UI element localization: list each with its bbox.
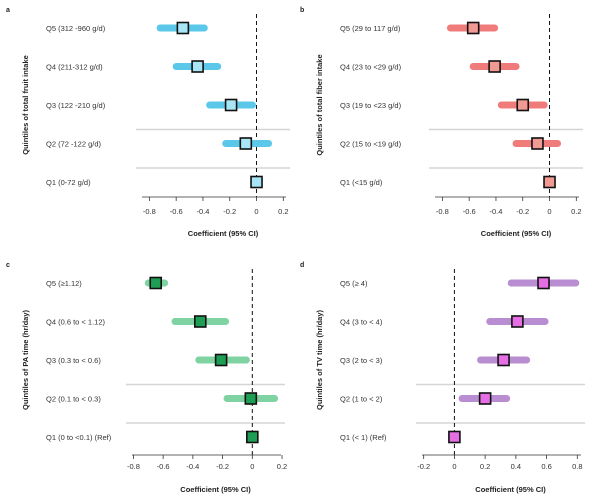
point-estimate-marker — [488, 60, 501, 73]
point-estimate-marker — [448, 430, 461, 444]
point-estimate-marker — [478, 392, 492, 405]
x-tick-label: 0.6 — [541, 462, 551, 471]
x-axis-label: Coefficient (95% CI) — [188, 229, 259, 238]
x-axis-label: Coefficient (95% CI) — [475, 485, 546, 494]
row-label: Q1 (0-72 g/d) — [46, 178, 91, 187]
point-estimate-marker — [149, 276, 163, 290]
x-tick-label: -0.6 — [170, 207, 183, 216]
row-label: Q2 (1 to < 2) — [340, 395, 383, 404]
x-tick-label: -0.2 — [223, 207, 236, 216]
point-estimate-marker — [239, 137, 253, 150]
x-tick-label: -0.8 — [127, 462, 140, 471]
x-tick-label: 0.2 — [480, 462, 490, 471]
point-estimate-marker — [244, 392, 258, 405]
row-label: Q2 (72 -122 g/d) — [46, 140, 102, 149]
x-tick-label: -0.6 — [463, 207, 476, 216]
x-tick-label: -0.8 — [436, 207, 449, 216]
point-estimate-marker — [193, 315, 207, 328]
row-label: Q4 (23 to <29 g/d) — [340, 63, 402, 72]
x-axis-label: Coefficient (95% CI) — [180, 485, 251, 494]
x-tick-label: -0.4 — [196, 207, 209, 216]
row-label: Q3 (0.3 to < 0.6) — [46, 356, 101, 365]
row-label: Q2 (0.1 to < 0.3) — [46, 395, 101, 404]
x-tick-label: 0.2 — [571, 207, 581, 216]
point-estimate-marker — [531, 137, 544, 150]
y-axis-label: Quintiles of PA time (hr/day) — [21, 309, 30, 410]
x-tick-label: 0 — [547, 207, 551, 216]
x-tick-label: 0 — [250, 462, 254, 471]
panel-label-b: b — [300, 7, 304, 14]
point-estimate-marker — [191, 60, 204, 73]
x-tick-label: -0.4 — [489, 207, 502, 216]
row-label: Q4 (3 to < 4) — [340, 318, 383, 327]
y-axis-label: Quintiles of total fiber intake — [315, 54, 324, 155]
row-label: Q2 (15 to <19 g/d) — [340, 140, 402, 149]
row-label: Q1 (0 to <0.1) (Ref) — [46, 433, 112, 442]
x-tick-label: -0.8 — [143, 207, 156, 216]
row-label: Q1 (< 1) (Ref) — [340, 433, 387, 442]
row-label: Q4 (211-312 g/d) — [46, 63, 103, 72]
panel-label-c: c — [6, 262, 10, 269]
x-tick-label: 0 — [254, 207, 258, 216]
row-label: Q3 (122 -210 g/d) — [46, 101, 106, 110]
x-tick-label: -0.2 — [417, 462, 430, 471]
row-label: Q5 (≥1.12) — [46, 279, 82, 288]
y-axis-label: Quintiles of TV time (hr/day) — [315, 309, 324, 410]
point-estimate-marker — [250, 175, 263, 189]
point-estimate-marker — [224, 98, 238, 112]
x-tick-label: -0.6 — [157, 462, 170, 471]
row-label: Q3 (2 to < 3) — [340, 356, 383, 365]
x-tick-label: -0.2 — [216, 462, 229, 471]
point-estimate-marker — [543, 175, 556, 189]
x-tick-label: -0.4 — [186, 462, 199, 471]
x-tick-label: 0.2 — [277, 462, 287, 471]
panel-label-d: d — [300, 262, 304, 269]
row-label: Q5 (≥ 4) — [340, 279, 368, 288]
panel-label-a: a — [6, 7, 10, 14]
x-tick-label: 0.4 — [511, 462, 521, 471]
x-tick-label: -0.2 — [516, 207, 529, 216]
point-estimate-marker — [537, 276, 550, 290]
row-label: Q5 (29 to 117 g/d) — [340, 24, 401, 33]
row-label: Q5 (312 -960 g/d) — [46, 24, 106, 33]
point-estimate-marker — [466, 21, 480, 35]
point-estimate-marker — [497, 353, 510, 367]
x-tick-label: 0.8 — [572, 462, 582, 471]
point-estimate-marker — [246, 430, 259, 444]
point-estimate-marker — [516, 98, 530, 112]
y-axis-label: Quintiles of total fruit intake — [21, 55, 30, 155]
row-label: Q3 (19 to <23 g/d) — [340, 101, 402, 110]
point-estimate-marker — [214, 353, 228, 367]
row-label: Q4 (0.6 to < 1.12) — [46, 318, 105, 327]
x-axis-label: Coefficient (95% CI) — [481, 229, 552, 238]
row-label: Q1 (<15 g/d) — [340, 178, 383, 187]
point-estimate-marker — [176, 21, 190, 35]
x-tick-label: 0 — [452, 462, 456, 471]
point-estimate-marker — [511, 315, 524, 328]
x-tick-label: 0.2 — [278, 207, 288, 216]
